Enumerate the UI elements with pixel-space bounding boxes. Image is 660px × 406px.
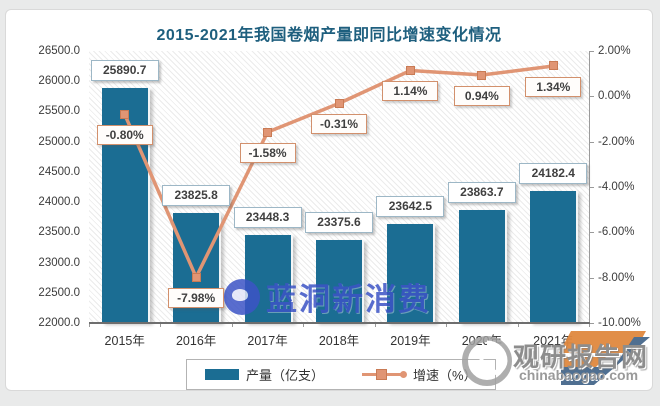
- right-axis-tick: 0.00%: [598, 90, 631, 103]
- growth-value-label: 1.14%: [382, 81, 439, 102]
- chinabaogao-logo-icon: [559, 331, 650, 385]
- line-swatch-icon: [362, 369, 408, 380]
- legend-label-production: 产量（亿支）: [246, 368, 325, 383]
- growth-marker: [334, 98, 344, 108]
- right-axis-tick-mark: [589, 323, 594, 324]
- x-axis-category-label: 2017年: [247, 334, 288, 348]
- x-axis-tick-mark: [160, 324, 162, 327]
- x-axis-line: [89, 322, 590, 324]
- production-value-label: 25890.7: [90, 59, 159, 81]
- production-value-label: 23642.5: [376, 195, 445, 217]
- production-value-label: 24182.4: [519, 163, 588, 185]
- right-axis-tick: 2.00%: [598, 45, 631, 57]
- swirl-icon: [462, 336, 512, 386]
- left-axis-tick: 23000.0: [38, 256, 80, 269]
- production-value-label: 23825.8: [162, 184, 231, 206]
- growth-marker: [120, 109, 130, 119]
- production-value-label: 23863.7: [447, 182, 516, 204]
- right-axis-tick: -8.00%: [598, 271, 635, 284]
- x-axis-category-label: 2015年: [104, 334, 145, 348]
- growth-marker: [477, 70, 487, 80]
- watermark-text: 蓝洞新消费: [266, 282, 431, 317]
- left-axis-tick: 25500.0: [38, 105, 80, 118]
- production-bar: [458, 210, 507, 323]
- production-value-label: 23375.6: [305, 211, 373, 233]
- growth-value-label: 1.34%: [525, 76, 582, 97]
- left-axis-tick: 26500.0: [38, 45, 80, 57]
- right-axis-tick-mark: [589, 51, 594, 52]
- watermark-site-name: 观研报告网: [513, 342, 649, 372]
- growth-value-label: -1.58%: [239, 143, 296, 164]
- right-axis-tick: -2.00%: [598, 135, 635, 148]
- growth-value-label: -0.80%: [96, 125, 153, 146]
- growth-marker: [548, 61, 558, 71]
- watermark-site-url: chinabaogao.com: [519, 367, 639, 383]
- x-axis-tick-mark: [303, 324, 305, 327]
- chart-card: 2015-2021年我国卷烟产量即同比增速变化情况 26500.0 26000.0…: [5, 9, 653, 391]
- left-axis-tick: 24500.0: [38, 165, 80, 178]
- growth-value-label: 0.94%: [453, 86, 510, 107]
- x-axis-category-label: 2018年: [318, 334, 360, 348]
- right-axis-tick: -10.00%: [598, 317, 641, 329]
- growth-marker: [263, 127, 273, 137]
- production-bar: [530, 191, 579, 323]
- bar-swatch-icon: [205, 369, 239, 380]
- growth-value-label: -0.31%: [311, 114, 367, 135]
- x-axis-tick-mark: [231, 324, 233, 327]
- left-axis-tick: 24000.0: [38, 196, 80, 209]
- watermark-whale-icon: [224, 278, 260, 315]
- x-axis-tick-mark: [446, 324, 448, 327]
- left-axis-tick: 22000.0: [38, 317, 80, 329]
- production-value-label: 23448.3: [233, 207, 302, 229]
- bottom-right-watermark: 观研报告网 chinabaogao.com: [461, 325, 652, 390]
- right-axis-tick-mark: [589, 187, 594, 188]
- x-axis-tick-mark: [89, 324, 90, 327]
- right-axis-tick-mark: [589, 141, 594, 143]
- left-axis-tick: 26000.0: [38, 75, 80, 88]
- x-axis-tick-mark: [374, 324, 376, 327]
- right-axis-tick-mark: [589, 277, 594, 279]
- left-axis-tick: 25000.0: [38, 135, 80, 148]
- center-watermark: 蓝洞新消费: [224, 274, 431, 319]
- legend-item-growth: 增速（%）: [362, 365, 477, 384]
- x-axis-category-label: 2019年: [390, 334, 431, 348]
- chart-title: 2015-2021年我国卷烟产量即同比增速变化情况: [156, 27, 502, 44]
- legend: 产量（亿支） 增速（%）: [186, 359, 496, 390]
- production-bar: [101, 87, 150, 323]
- left-axis-tick: 22500.0: [38, 286, 80, 299]
- left-axis-tick: 23500.0: [38, 226, 80, 239]
- x-axis-category-label: 2016年: [175, 334, 217, 348]
- right-axis-tick: -4.00%: [598, 181, 635, 193]
- right-axis-tick: -6.00%: [598, 226, 635, 239]
- growth-value-label: -7.98%: [168, 288, 225, 309]
- right-axis-tick-mark: [589, 96, 594, 98]
- right-axis-tick-mark: [589, 232, 594, 234]
- x-axis-tick-mark: [517, 324, 519, 327]
- growth-marker: [405, 65, 415, 75]
- growth-marker: [191, 272, 201, 282]
- legend-item-production: 产量（亿支）: [205, 365, 324, 384]
- x-axis-tick-mark: [589, 324, 590, 327]
- legend-label-growth: 增速（%）: [413, 368, 477, 383]
- x-axis-category-label: 2021年: [533, 334, 574, 348]
